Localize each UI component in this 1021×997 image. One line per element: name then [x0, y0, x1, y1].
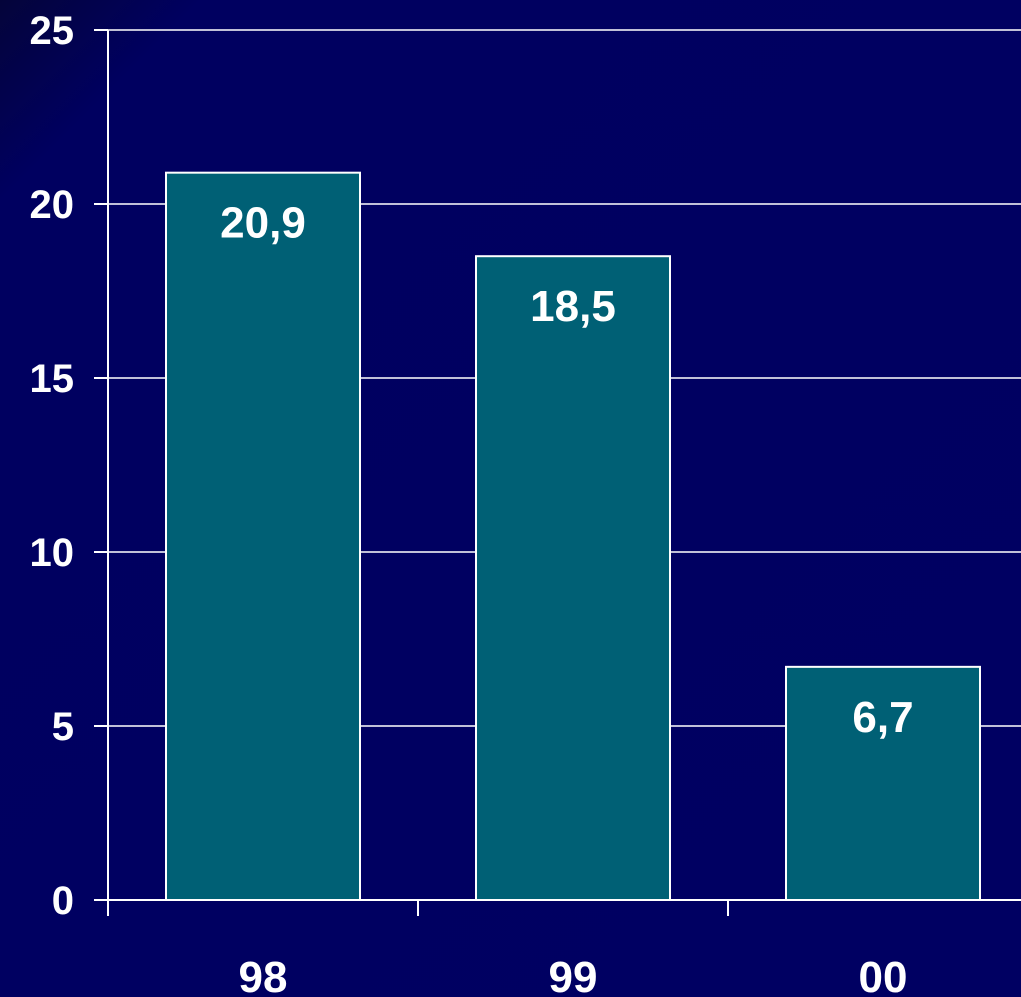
- x-tick-label: 99: [549, 953, 598, 997]
- labels: 0 5 10 15 20 25 20,9 98 18,5 99 6,7 00: [30, 9, 914, 997]
- y-tick-label: 15: [30, 357, 75, 401]
- x-tick-label: 00: [859, 953, 908, 997]
- y-tick-label: 25: [30, 9, 75, 53]
- bar-99: [475, 255, 671, 901]
- y-tick-label: 0: [52, 879, 74, 923]
- data-label: 20,9: [220, 199, 306, 248]
- y-tick-label: 5: [52, 705, 74, 749]
- y-tick-label: 20: [30, 183, 75, 227]
- bars: [165, 171, 981, 902]
- data-label: 6,7: [852, 693, 913, 742]
- bar-00: [785, 665, 981, 902]
- bar-98: [165, 171, 361, 901]
- axes: [94, 29, 1021, 916]
- data-label: 18,5: [530, 282, 616, 331]
- y-tick-label: 10: [30, 531, 75, 575]
- x-tick-label: 98: [239, 953, 288, 997]
